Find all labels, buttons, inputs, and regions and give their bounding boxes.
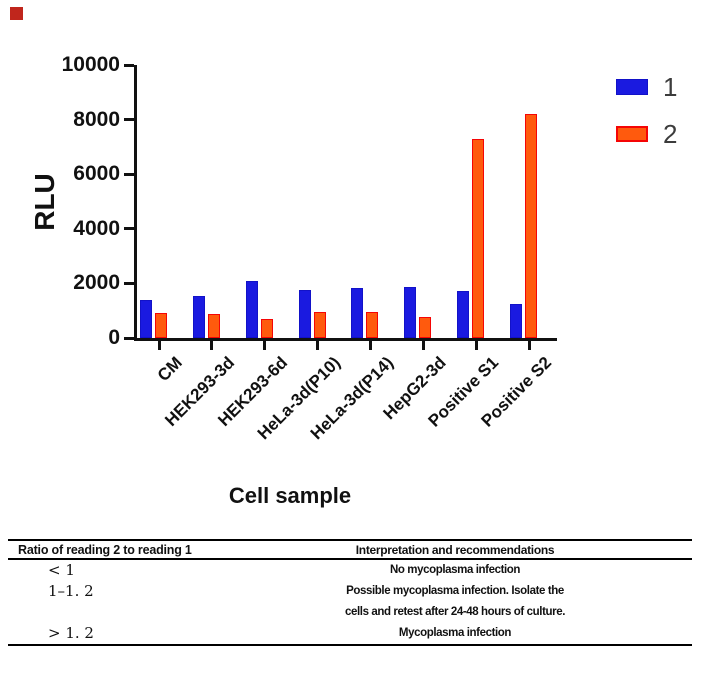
y-tick-label: 6000 xyxy=(73,162,120,186)
bar-series1-HepG2-3d xyxy=(404,286,417,338)
x-tick-mark xyxy=(210,341,214,350)
table-header-ratio: Ratio of reading 2 to reading 1 xyxy=(18,542,192,557)
table-header-row: Ratio of reading 2 to reading 1 Interpre… xyxy=(8,541,692,560)
bar-series2-Positive S2 xyxy=(525,114,538,338)
bar-series1-CM xyxy=(140,299,152,338)
y-tick-label: 4000 xyxy=(73,216,120,240)
x-tick-mark xyxy=(263,341,267,350)
ratio-value: 1–1. 2 xyxy=(48,582,94,600)
bar-series2-HEK293-6d xyxy=(260,318,273,338)
y-tick-label: 8000 xyxy=(73,107,120,131)
bar-series1-HeLa-3d(P10) xyxy=(298,290,311,338)
plot-area xyxy=(134,65,557,341)
bar-series1-HEK293-6d xyxy=(245,280,258,338)
interpretation-line2: cells and retest after 24-48 hours of cu… xyxy=(345,606,565,618)
y-tick-mark xyxy=(124,336,134,340)
x-tick-mark xyxy=(527,341,531,350)
interpretation-line1: Possible mycoplasma infection. Isolate t… xyxy=(346,585,564,597)
y-tick-mark xyxy=(124,172,134,176)
bar-series1-HeLa-3d(P14) xyxy=(351,287,364,338)
table-header-interpretation: Interpretation and recommendations xyxy=(355,542,555,557)
interpretation-text: Possible mycoplasma infection. Isolate t… xyxy=(218,581,692,623)
x-tick-label: CM xyxy=(153,353,186,386)
legend-swatch-series1-icon xyxy=(616,79,648,95)
x-tick-mark xyxy=(316,341,320,350)
corner-marker-icon xyxy=(10,7,23,20)
y-tick-mark xyxy=(124,227,134,231)
bar-series2-Positive S1 xyxy=(472,138,485,338)
ratio-value: > 1. 2 xyxy=(48,624,94,642)
table-row: 1–1. 2 Possible mycoplasma infection. Is… xyxy=(8,581,692,623)
legend-label-series1: 1 xyxy=(663,72,678,102)
legend-swatch-series2-icon xyxy=(616,126,648,142)
legend: 1 2 xyxy=(616,74,677,147)
legend-item-series1: 1 xyxy=(616,74,677,100)
y-tick-mark xyxy=(124,63,134,67)
bar-series1-Positive S2 xyxy=(510,303,523,338)
x-tick-mark xyxy=(421,341,425,350)
bar-series2-HeLa-3d(P14) xyxy=(366,312,379,338)
bar-series1-HEK293-3d xyxy=(192,295,205,338)
y-tick-mark xyxy=(124,118,134,122)
bar-series2-HeLa-3d(P10) xyxy=(313,312,326,338)
x-tick-mark xyxy=(368,341,372,350)
y-tick-label: 10000 xyxy=(61,53,120,76)
y-tick-label: 2000 xyxy=(73,271,120,295)
legend-item-series2: 2 xyxy=(616,121,677,147)
x-axis-title: Cell sample xyxy=(228,483,352,508)
x-tick-mark xyxy=(474,341,478,350)
x-tick-mark xyxy=(157,341,161,350)
interpretation-table: Ratio of reading 2 to reading 1 Interpre… xyxy=(8,539,692,646)
legend-label-series2: 2 xyxy=(663,119,678,149)
table-row: > 1. 2 Mycoplasma infection xyxy=(8,623,692,644)
y-tick-label: 0 xyxy=(108,326,120,349)
bar-series1-Positive S1 xyxy=(457,290,470,338)
ratio-value: < 1 xyxy=(48,561,75,579)
interpretation-text: No mycoplasma infection xyxy=(389,564,521,576)
table-row: < 1 No mycoplasma infection xyxy=(8,560,692,581)
interpretation-text: Mycoplasma infection xyxy=(398,627,512,639)
bar-series2-HepG2-3d xyxy=(419,316,432,338)
bar-series2-CM xyxy=(155,313,167,338)
bar-series2-HEK293-3d xyxy=(207,313,220,338)
y-tick-mark xyxy=(124,281,134,285)
